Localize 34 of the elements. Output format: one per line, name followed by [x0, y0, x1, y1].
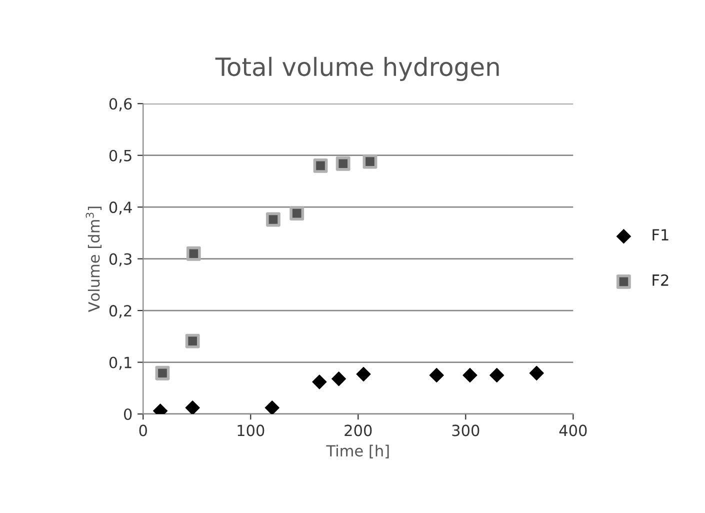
point — [313, 158, 328, 173]
point — [290, 206, 304, 220]
point — [185, 400, 200, 414]
x-tick-label: 100 — [238, 424, 264, 436]
point — [155, 366, 170, 380]
x-tick-label: 200 — [344, 424, 372, 436]
point — [186, 246, 201, 261]
y-tick-label: 0,1 — [109, 356, 132, 370]
point — [266, 212, 280, 227]
point — [356, 366, 371, 382]
point — [462, 368, 478, 382]
chart-title: Total volume hydrogen — [215, 56, 499, 82]
point — [312, 374, 327, 390]
point — [362, 154, 378, 169]
point — [264, 400, 280, 414]
x-tick-label: 400 — [559, 424, 587, 436]
x-tick-label: 300 — [452, 424, 480, 436]
point — [429, 368, 444, 382]
legend-label: F2 — [652, 274, 668, 286]
y-tick-label: 0,3 — [109, 253, 132, 266]
y-tick-label: 0 — [124, 408, 132, 420]
legend-label: F1 — [652, 229, 668, 240]
point — [529, 366, 544, 380]
point — [331, 372, 346, 386]
point — [490, 368, 504, 382]
y-tick-label: 0,4 — [109, 202, 132, 215]
y-tick-label: 0,2 — [109, 305, 132, 318]
y-tick-label: 0,5 — [109, 150, 132, 163]
point — [185, 334, 200, 348]
x-tick-label: 0 — [139, 424, 147, 436]
y-axis-title: Volume [dm$^{3}$] — [86, 206, 102, 312]
y-tick-label: 0,6 — [109, 98, 132, 112]
point — [336, 156, 350, 171]
x-axis-title: Time [h] — [326, 444, 389, 458]
